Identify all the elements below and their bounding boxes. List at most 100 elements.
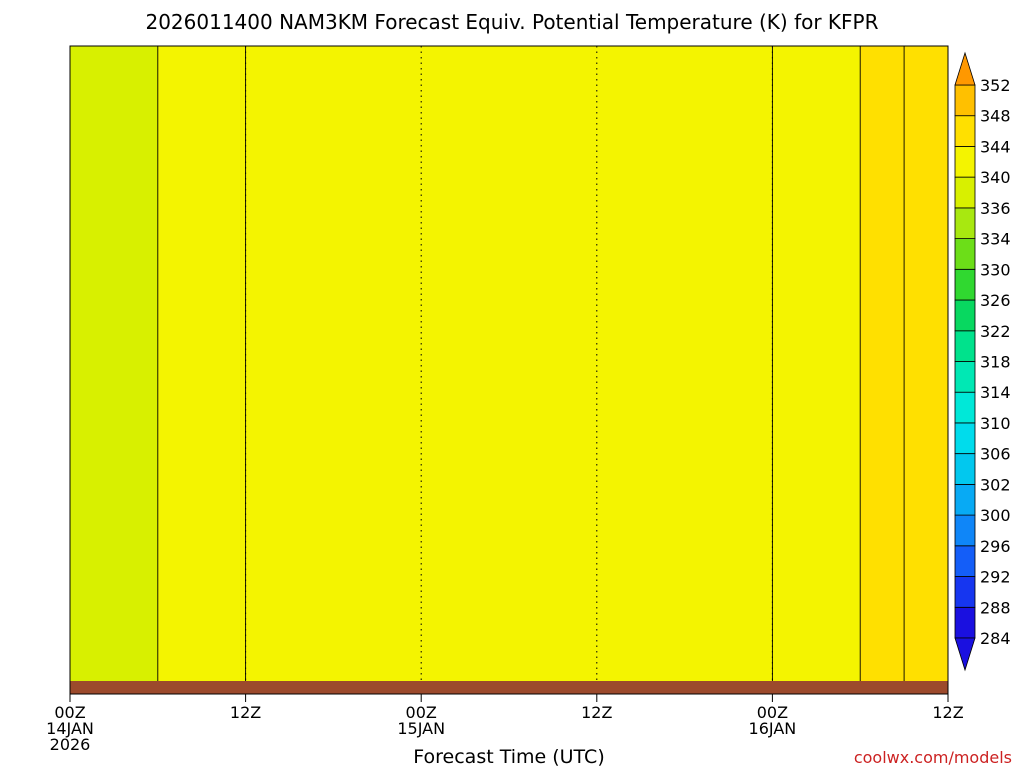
field-cell (501, 328, 510, 336)
field-cell (788, 95, 797, 104)
field-cell (421, 187, 430, 195)
field-cell (181, 130, 191, 139)
field-cell (764, 173, 773, 181)
field-cell (612, 144, 622, 153)
field-cell (516, 236, 526, 245)
field-cell (620, 349, 630, 358)
field-cell (125, 236, 135, 245)
field-cell (421, 53, 430, 61)
field-cell (732, 215, 742, 223)
field-cell (373, 109, 382, 118)
field-cell (333, 137, 342, 146)
field-cell (189, 342, 199, 350)
field-cell (413, 222, 422, 231)
field-cell (764, 349, 773, 358)
field-cell (564, 60, 574, 68)
field-cell (532, 180, 542, 188)
field-cell (516, 158, 526, 167)
field-cell (756, 109, 766, 118)
field-cell (604, 208, 614, 216)
field-cell (429, 60, 438, 68)
field-cell (77, 250, 87, 259)
field-cell (333, 102, 342, 111)
field-cell (357, 229, 366, 238)
field-cell (796, 356, 805, 365)
field-cell (724, 278, 734, 287)
field-cell (301, 278, 311, 287)
field-cell (532, 292, 542, 301)
field-cell (516, 229, 526, 238)
field-cell (876, 314, 885, 322)
field-cell (509, 356, 518, 365)
field-cell (620, 201, 630, 209)
field-cell (684, 95, 694, 104)
field-cell (133, 321, 143, 329)
field-cell (301, 356, 311, 365)
field-cell (612, 60, 622, 68)
field-cell (756, 81, 766, 89)
field-cell (197, 109, 207, 118)
field-cell (509, 144, 518, 153)
field-cell (469, 356, 478, 365)
field-cell (157, 229, 167, 238)
field-cell (237, 321, 247, 329)
field-cell (740, 278, 750, 287)
field-cell (173, 243, 183, 252)
field-cell (908, 236, 917, 245)
field-cell (421, 285, 430, 294)
field-cell (181, 271, 191, 280)
field-cell (269, 109, 279, 118)
field-cell (117, 187, 127, 195)
field-cell (668, 257, 678, 266)
field-cell (197, 349, 207, 358)
field-cell (804, 173, 813, 181)
field-cell (836, 180, 845, 188)
field-cell (564, 53, 574, 61)
field-cell (221, 180, 231, 188)
field-cell (540, 144, 550, 153)
field-cell (628, 335, 638, 343)
field-cell (676, 300, 686, 308)
field-cell (668, 264, 678, 273)
field-cell (612, 236, 622, 245)
field-cell (772, 257, 781, 266)
field-cell (149, 130, 159, 139)
field-cell (932, 300, 941, 308)
field-cell (421, 144, 430, 153)
field-cell (501, 95, 510, 104)
field-cell (317, 264, 327, 273)
field-cell (189, 264, 199, 273)
field-cell (253, 271, 263, 280)
field-cell (101, 180, 111, 188)
field-cell (341, 250, 350, 259)
field-cell (453, 201, 462, 209)
field-cell (301, 46, 311, 54)
field-cell (285, 67, 295, 75)
field-cell (413, 158, 422, 167)
field-cell (844, 194, 853, 202)
field-cell (748, 307, 758, 315)
field-cell (117, 180, 127, 188)
field-cell (620, 285, 630, 294)
field-cell (620, 229, 630, 238)
field-cell (261, 250, 271, 259)
field-cell (109, 222, 119, 231)
field-cell (740, 67, 750, 75)
field-cell (125, 335, 135, 343)
field-cell (213, 81, 223, 89)
field-cell (189, 271, 199, 280)
field-cell (524, 67, 534, 75)
field-cell (229, 208, 239, 216)
field-cell (205, 250, 215, 259)
field-cell (604, 46, 614, 54)
field-cell (684, 215, 694, 223)
field-cell (588, 300, 598, 308)
field-cell (556, 116, 566, 125)
field-cell (556, 300, 566, 308)
field-cell (764, 201, 773, 209)
field-cell (660, 102, 670, 111)
field-cell (524, 53, 534, 61)
field-cell (572, 328, 582, 336)
field-cell (445, 88, 454, 96)
field-cell (117, 321, 127, 329)
